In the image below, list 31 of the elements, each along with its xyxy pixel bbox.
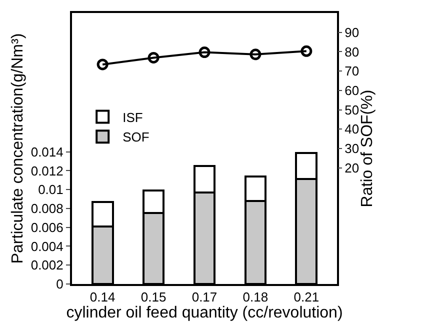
point: [198, 46, 210, 58]
y-tick-label: 0.002: [30, 258, 64, 273]
y-tick-label: 0.008: [30, 201, 64, 216]
y-tick-label: 0: [56, 276, 64, 292]
y-tick-label: 0.014: [30, 144, 64, 160]
y-tick-label: 0.006: [30, 220, 64, 235]
y-tick-label: 0.004: [30, 238, 64, 254]
x-tick-label: 0.17: [192, 290, 218, 305]
y-tick-label: 0.012: [30, 163, 64, 178]
y-axis-title: Particulate concentration(g/Nm³): [9, 33, 26, 264]
point: [148, 52, 160, 64]
x-tick-label: 0.15: [140, 290, 166, 305]
y2-tick-label: 40: [344, 122, 360, 137]
x-axis-title: cylinder oil feed quantity (cc/revolution): [66, 304, 343, 322]
y2-tick-label: 70: [344, 64, 360, 79]
point: [96, 58, 108, 70]
legend-label: SOF: [122, 130, 150, 145]
y2-tick-label: 30: [344, 141, 360, 156]
x-tick-label: 0.18: [242, 290, 268, 305]
point: [250, 48, 262, 60]
y2-tick-label: 60: [344, 82, 360, 98]
x-tick-label: 0.21: [294, 290, 320, 305]
y2-tick-label: 20: [344, 160, 360, 176]
y2-tick-label: 50: [344, 102, 360, 118]
x-tick-label: 0.14: [90, 290, 116, 305]
point: [300, 45, 312, 57]
y-tick-label: 0.01: [38, 182, 64, 198]
y2-tick-label: 80: [344, 44, 360, 60]
y2-axis-title: Ratio of SOF(%): [359, 90, 376, 208]
y2-tick-label: 90: [344, 24, 360, 40]
legend-label: ISF: [122, 110, 143, 125]
